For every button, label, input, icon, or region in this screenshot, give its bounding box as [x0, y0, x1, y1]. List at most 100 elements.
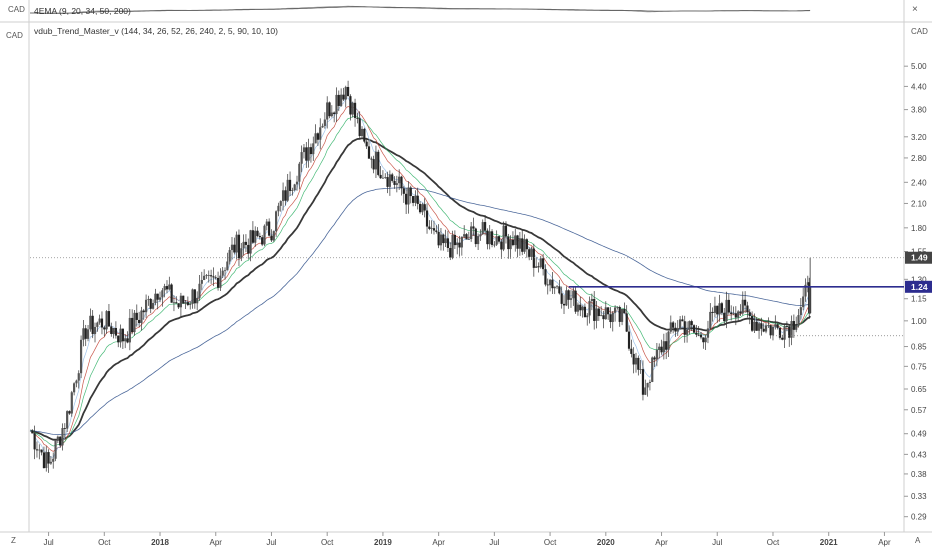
- candle-body: [425, 210, 429, 227]
- candle-body: [435, 230, 438, 232]
- candle-body: [572, 290, 575, 299]
- candle-body: [637, 357, 640, 370]
- candle-body: [525, 239, 528, 250]
- y-tick-label: 0.57: [911, 406, 927, 415]
- candle-body: [405, 193, 408, 205]
- candle-body: [588, 300, 591, 316]
- candle-body: [783, 326, 786, 340]
- candle-body: [430, 228, 433, 229]
- y-tick-label: 4.40: [911, 82, 927, 91]
- candle-body: [788, 326, 791, 338]
- candle-body: [193, 289, 196, 304]
- candle-body: [439, 234, 443, 246]
- top-pane-ema-line: [30, 6, 811, 14]
- price-axis[interactable]: 5.004.403.803.202.802.402.101.801.551.30…: [904, 62, 927, 522]
- candle-body: [685, 329, 689, 335]
- candle-body: [490, 231, 494, 245]
- candle-body: [597, 308, 600, 317]
- candle-body: [414, 195, 417, 203]
- candle-body: [583, 306, 587, 318]
- candle-body: [31, 430, 34, 434]
- candle-body: [562, 303, 566, 306]
- candle-body: [161, 290, 164, 298]
- price-markers: 1.49 1.24: [30, 251, 932, 337]
- candle-body: [295, 181, 299, 185]
- candle-body: [59, 436, 62, 446]
- candle-body: [542, 258, 545, 270]
- main-currency-label-right: CAD: [911, 27, 928, 36]
- candle-body: [86, 329, 90, 339]
- candle-body: [307, 147, 310, 161]
- candle-body: [286, 179, 289, 201]
- price-marker-badge: [905, 280, 932, 293]
- candle-body: [198, 283, 201, 298]
- candle-body: [277, 205, 280, 212]
- candle-body: [47, 452, 50, 464]
- candle-body: [716, 305, 719, 315]
- candle-body: [497, 236, 501, 242]
- candle-body: [344, 86, 347, 100]
- candle-body: [172, 302, 176, 304]
- candle-body: [667, 331, 670, 350]
- candle-body: [365, 141, 368, 147]
- candle-body: [744, 299, 747, 306]
- candle-body: [337, 94, 340, 106]
- candle-body: [665, 341, 668, 350]
- candle-body: [149, 298, 152, 309]
- candle-body: [776, 324, 779, 328]
- candle-body: [428, 226, 431, 229]
- price-marker-label: 1.24: [911, 282, 928, 292]
- auto-scale-button[interactable]: A: [915, 536, 921, 545]
- time-axis[interactable]: Jul Oct 2018 Apr Jul Oct 2019 Apr Jul Oct 2020 Apr J…: [43, 532, 891, 547]
- candle-body: [38, 449, 41, 451]
- top-close-button[interactable]: ×: [912, 4, 918, 15]
- candle-body: [493, 244, 496, 246]
- candle-body: [256, 230, 259, 236]
- candle-body: [658, 346, 661, 350]
- candle-body: [681, 319, 684, 322]
- candle-body: [709, 311, 712, 329]
- candle-body: [737, 311, 740, 318]
- candle-body: [555, 286, 559, 288]
- candle-body: [741, 299, 744, 314]
- candle-body: [713, 305, 717, 313]
- candle-body: [539, 258, 542, 268]
- candle-body: [432, 228, 436, 231]
- candle-body: [634, 357, 638, 365]
- main-indicator-title[interactable]: vdub_Trend_Master_v (144, 34, 26, 52, 26…: [34, 26, 278, 36]
- candle-body: [532, 248, 535, 268]
- candle-body: [61, 428, 64, 446]
- candle-body: [391, 174, 394, 181]
- moving-average-line-1: [29, 137, 811, 441]
- candle-body: [314, 133, 317, 144]
- candle-body: [699, 334, 703, 338]
- candle-body: [507, 236, 510, 250]
- x-tick-label: Oct: [321, 538, 334, 547]
- candle-body: [154, 293, 157, 304]
- candle-body: [774, 324, 777, 327]
- candle-body: [706, 328, 710, 338]
- candle-body: [381, 177, 385, 179]
- candle-body: [481, 222, 484, 235]
- candle-body: [240, 248, 243, 259]
- candle-body: [105, 311, 108, 330]
- x-tick-label: Oct: [767, 538, 780, 547]
- y-tick-label: 1.00: [911, 317, 927, 326]
- zoom-button[interactable]: Z: [11, 536, 16, 545]
- price-plot[interactable]: [29, 80, 812, 473]
- x-tick-label: 2018: [151, 538, 169, 547]
- candle-body: [54, 439, 57, 459]
- candle-body: [660, 346, 663, 353]
- candle-body: [676, 328, 679, 332]
- moving-average-line-5: [29, 97, 811, 458]
- top-indicator-title[interactable]: 4EMA (9, 20, 34, 50, 200): [34, 6, 131, 16]
- candle-body: [593, 298, 596, 321]
- candle-body: [261, 237, 264, 245]
- candle-body: [746, 305, 749, 313]
- candle-body: [718, 303, 721, 315]
- candle-body: [393, 180, 396, 185]
- candle-body: [281, 190, 285, 202]
- candle-body: [514, 235, 517, 246]
- candle-body: [288, 179, 292, 191]
- candle-body: [82, 328, 85, 340]
